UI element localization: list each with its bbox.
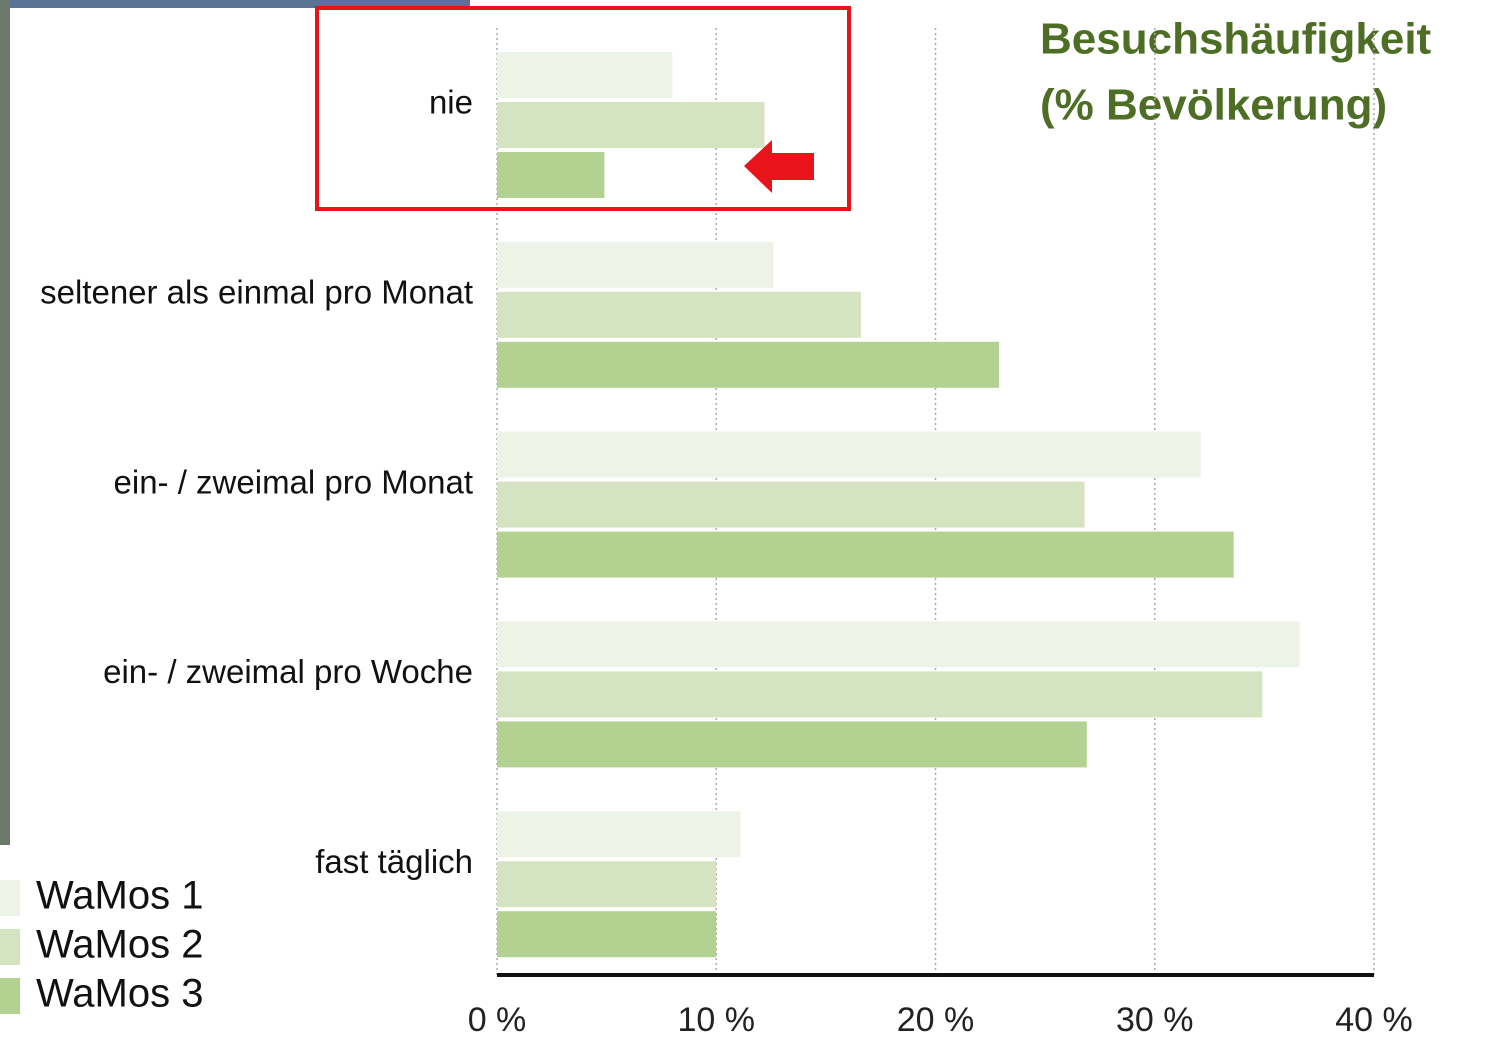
background-strip [0, 0, 10, 845]
bar [497, 532, 1234, 578]
x-tick-label: 10 % [678, 1001, 756, 1039]
bar [497, 102, 764, 148]
y-tick-label: ein- / zweimal pro Monat [114, 463, 473, 500]
y-tick-label: seltener als einmal pro Monat [40, 274, 473, 311]
legend-label: WaMos 3 [36, 972, 203, 1016]
bar [497, 292, 861, 338]
y-tick-label: ein- / zweimal pro Woche [103, 653, 473, 690]
bar [497, 721, 1087, 767]
legend-label: WaMos 1 [36, 874, 203, 918]
legend-swatch [0, 929, 20, 965]
plot: 0 % 10 % 20 % 30 % 40 % nie seltener als einma… [0, 28, 1413, 1039]
legend-swatch [0, 880, 20, 916]
bar [497, 52, 672, 98]
y-tick-label: fast täglich [315, 843, 473, 880]
bar [497, 811, 740, 857]
chart: Besuchshäufigkeit (% Bevölkerung) 0 % 10 … [0, 0, 1493, 1039]
legend-swatch [0, 978, 20, 1014]
bar [497, 242, 773, 288]
x-tick-label: 0 % [468, 1001, 527, 1039]
y-tick-label: nie [429, 84, 473, 121]
bar [497, 342, 999, 388]
bar [497, 482, 1085, 528]
chart-title: Besuchshäufigkeit [1040, 15, 1432, 64]
x-tick-label: 40 % [1335, 1001, 1413, 1039]
x-tick-label: 30 % [1116, 1001, 1194, 1039]
legend-label: WaMos 2 [36, 923, 203, 967]
bar [497, 861, 716, 907]
bar [497, 671, 1262, 717]
bar [497, 621, 1299, 667]
bar [497, 911, 716, 957]
chart-subtitle: (% Bevölkerung) [1040, 81, 1387, 130]
bar [497, 152, 604, 198]
x-tick-label: 20 % [897, 1001, 975, 1039]
page: Besuchshäufigkeit (% Bevölkerung) 0 % 10 … [0, 0, 1493, 1039]
bar [497, 432, 1201, 478]
